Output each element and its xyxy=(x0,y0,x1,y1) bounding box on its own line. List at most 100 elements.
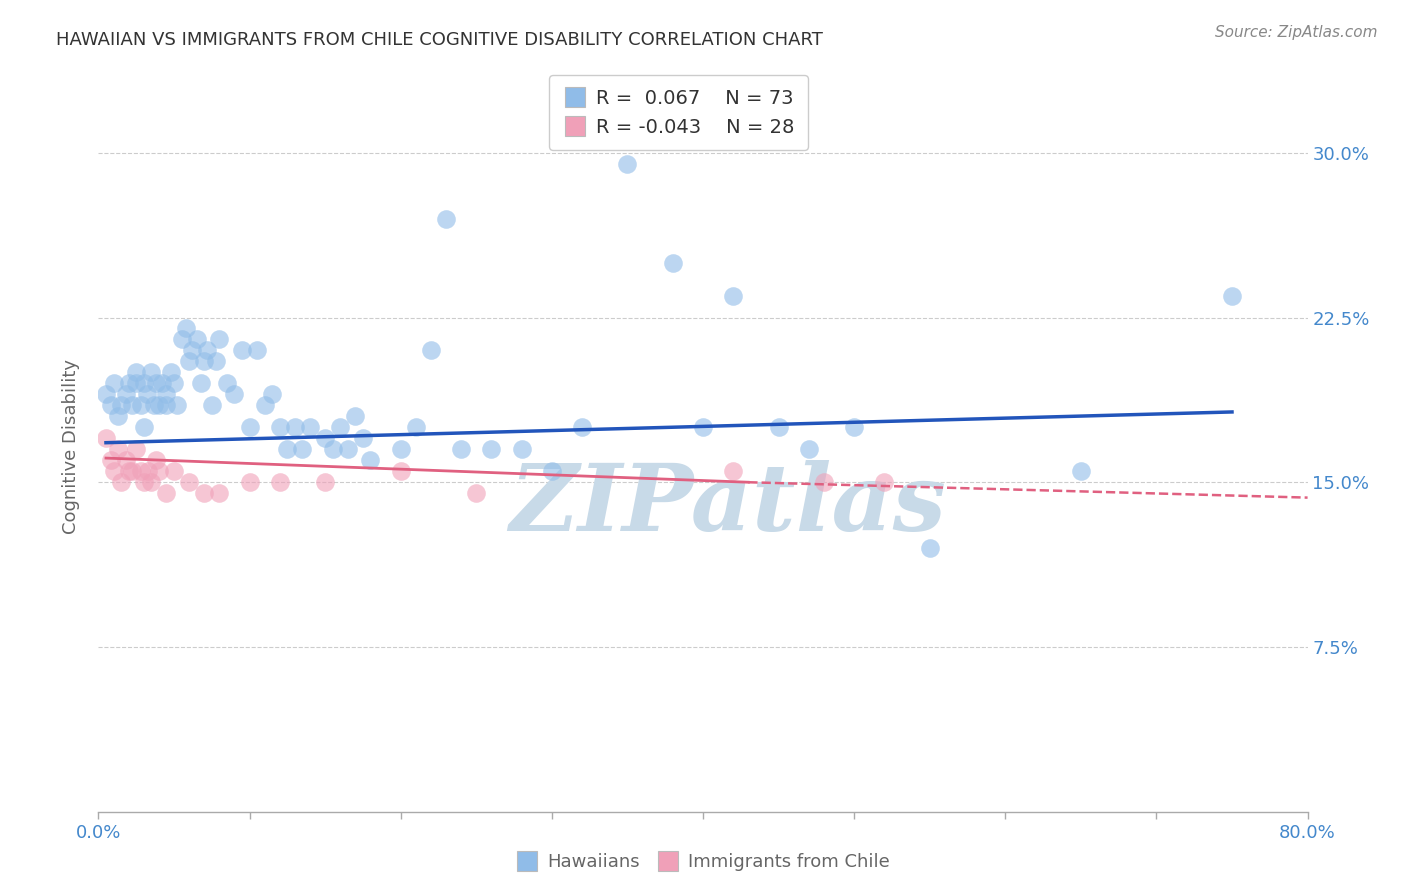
Point xyxy=(148,398,170,412)
Point xyxy=(208,333,231,347)
Point xyxy=(201,398,224,412)
Point xyxy=(420,343,443,358)
Point xyxy=(143,398,166,412)
Point xyxy=(231,343,253,358)
Point xyxy=(269,420,291,434)
Point xyxy=(616,157,638,171)
Point xyxy=(918,541,941,556)
Point xyxy=(284,420,307,434)
Point xyxy=(107,409,129,424)
Point xyxy=(94,431,117,445)
Point xyxy=(193,354,215,368)
Point xyxy=(195,343,218,358)
Point xyxy=(329,420,352,434)
Point xyxy=(813,475,835,490)
Point xyxy=(166,398,188,412)
Point xyxy=(336,442,359,457)
Point xyxy=(150,376,173,391)
Point xyxy=(110,475,132,490)
Point xyxy=(360,453,382,467)
Point xyxy=(145,376,167,391)
Point xyxy=(129,464,152,478)
Point xyxy=(110,398,132,412)
Point xyxy=(155,387,177,401)
Point xyxy=(121,464,143,478)
Point xyxy=(1070,464,1092,478)
Point xyxy=(465,486,488,500)
Point xyxy=(873,475,896,490)
Point xyxy=(193,486,215,500)
Point xyxy=(571,420,593,434)
Text: Source: ZipAtlas.com: Source: ZipAtlas.com xyxy=(1215,25,1378,40)
Point xyxy=(179,354,201,368)
Point xyxy=(145,453,167,467)
Point xyxy=(215,376,238,391)
Point xyxy=(132,475,155,490)
Point xyxy=(125,366,148,380)
Point xyxy=(291,442,314,457)
Point xyxy=(107,442,129,457)
Point xyxy=(148,464,170,478)
Point xyxy=(160,366,183,380)
Point xyxy=(155,398,177,412)
Point xyxy=(253,398,276,412)
Point xyxy=(540,464,562,478)
Point xyxy=(481,442,503,457)
Point xyxy=(768,420,790,434)
Point xyxy=(723,464,745,478)
Point xyxy=(246,343,269,358)
Point xyxy=(163,376,186,391)
Point xyxy=(181,343,204,358)
Point xyxy=(844,420,866,434)
Point xyxy=(797,442,820,457)
Point xyxy=(352,431,374,445)
Point xyxy=(190,376,212,391)
Point xyxy=(299,420,322,434)
Text: HAWAIIAN VS IMMIGRANTS FROM CHILE COGNITIVE DISABILITY CORRELATION CHART: HAWAIIAN VS IMMIGRANTS FROM CHILE COGNIT… xyxy=(56,31,823,49)
Point xyxy=(179,475,201,490)
Point xyxy=(389,442,412,457)
Point xyxy=(723,288,745,302)
Point xyxy=(121,398,143,412)
Point xyxy=(322,442,344,457)
Point xyxy=(100,453,122,467)
Point xyxy=(125,376,148,391)
Point xyxy=(174,321,197,335)
Point xyxy=(103,376,125,391)
Point xyxy=(186,333,208,347)
Point xyxy=(262,387,284,401)
Point xyxy=(100,398,122,412)
Point xyxy=(170,333,193,347)
Point xyxy=(132,420,155,434)
Point xyxy=(510,442,533,457)
Point xyxy=(118,376,141,391)
Point xyxy=(389,464,412,478)
Text: ZIPatlas: ZIPatlas xyxy=(509,459,946,549)
Point xyxy=(450,442,472,457)
Point xyxy=(155,486,177,500)
Point xyxy=(103,464,125,478)
Point xyxy=(344,409,367,424)
Point xyxy=(163,464,186,478)
Point xyxy=(314,475,336,490)
Point xyxy=(135,387,157,401)
Point xyxy=(136,464,159,478)
Point xyxy=(141,475,163,490)
Legend: R =  0.067    N = 73, R = -0.043    N = 28: R = 0.067 N = 73, R = -0.043 N = 28 xyxy=(550,75,808,151)
Point xyxy=(661,255,683,269)
Point xyxy=(125,442,148,457)
Point xyxy=(692,420,714,434)
Point xyxy=(141,366,163,380)
Point xyxy=(205,354,228,368)
Y-axis label: Cognitive Disability: Cognitive Disability xyxy=(62,359,80,533)
Legend: Hawaiians, Immigrants from Chile: Hawaiians, Immigrants from Chile xyxy=(509,847,897,879)
Point xyxy=(114,453,136,467)
Point xyxy=(1220,288,1243,302)
Point xyxy=(314,431,336,445)
Point xyxy=(239,420,262,434)
Point xyxy=(434,211,457,226)
Point xyxy=(94,387,117,401)
Point xyxy=(239,475,262,490)
Point xyxy=(118,464,141,478)
Point xyxy=(114,387,136,401)
